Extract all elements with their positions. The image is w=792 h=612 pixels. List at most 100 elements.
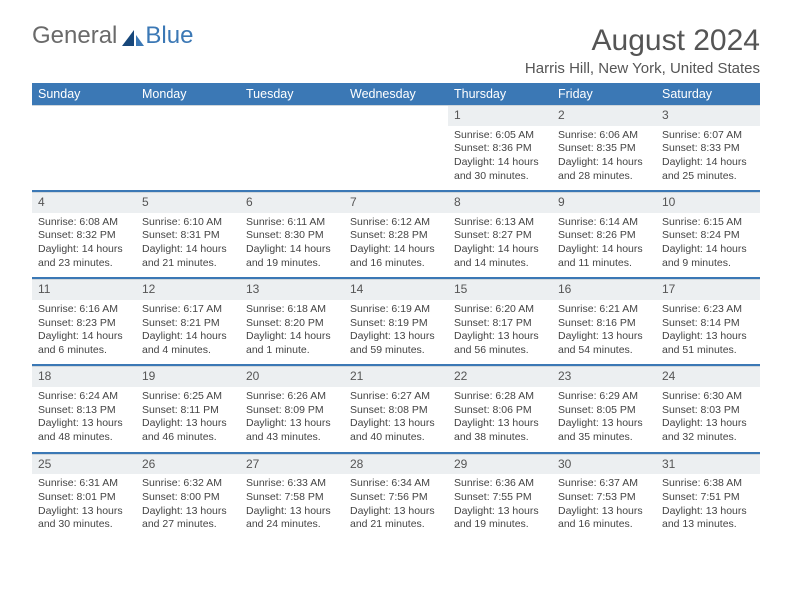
daylight-text: Daylight: 13 hours and 24 minutes.	[246, 505, 338, 532]
sunset-text: Sunset: 8:28 PM	[350, 229, 442, 243]
sunrise-text: Sunrise: 6:16 AM	[38, 303, 130, 317]
day-detail-cell: Sunrise: 6:18 AMSunset: 8:20 PMDaylight:…	[240, 300, 344, 366]
sunset-text: Sunset: 7:53 PM	[558, 491, 650, 505]
sunrise-text: Sunrise: 6:34 AM	[350, 477, 442, 491]
day-detail-cell: Sunrise: 6:13 AMSunset: 8:27 PMDaylight:…	[448, 213, 552, 279]
day-number-cell: 25	[32, 454, 136, 474]
day-detail-cell	[136, 126, 240, 192]
sunset-text: Sunset: 8:20 PM	[246, 317, 338, 331]
sunrise-text: Sunrise: 6:05 AM	[454, 129, 546, 143]
daylight-text: Daylight: 14 hours and 1 minute.	[246, 330, 338, 357]
sunrise-text: Sunrise: 6:08 AM	[38, 216, 130, 230]
day-number-cell: 17	[656, 280, 760, 300]
sunset-text: Sunset: 8:30 PM	[246, 229, 338, 243]
sunrise-text: Sunrise: 6:11 AM	[246, 216, 338, 230]
day-detail-cell: Sunrise: 6:17 AMSunset: 8:21 PMDaylight:…	[136, 300, 240, 366]
sunset-text: Sunset: 8:03 PM	[662, 404, 754, 418]
day-number-cell: 16	[552, 280, 656, 300]
calendar-table: Sunday Monday Tuesday Wednesday Thursday…	[32, 83, 760, 539]
day-name: Friday	[552, 83, 656, 106]
sunset-text: Sunset: 8:11 PM	[142, 404, 234, 418]
day-number-cell: 22	[448, 367, 552, 387]
day-number-cell: 13	[240, 280, 344, 300]
sunset-text: Sunset: 8:01 PM	[38, 491, 130, 505]
sunset-text: Sunset: 8:31 PM	[142, 229, 234, 243]
day-detail-cell: Sunrise: 6:08 AMSunset: 8:32 PMDaylight:…	[32, 213, 136, 279]
day-detail-cell: Sunrise: 6:20 AMSunset: 8:17 PMDaylight:…	[448, 300, 552, 366]
daylight-text: Daylight: 13 hours and 46 minutes.	[142, 417, 234, 444]
sunset-text: Sunset: 8:36 PM	[454, 142, 546, 156]
day-number-cell	[136, 106, 240, 126]
day-number-cell: 1	[448, 106, 552, 126]
day-number-row: 25262728293031	[32, 454, 760, 474]
day-detail-cell: Sunrise: 6:11 AMSunset: 8:30 PMDaylight:…	[240, 213, 344, 279]
daylight-text: Daylight: 14 hours and 11 minutes.	[558, 243, 650, 270]
day-number-cell: 9	[552, 193, 656, 213]
sunset-text: Sunset: 8:00 PM	[142, 491, 234, 505]
sunrise-text: Sunrise: 6:17 AM	[142, 303, 234, 317]
sunrise-text: Sunrise: 6:07 AM	[662, 129, 754, 143]
day-number-row: 18192021222324	[32, 367, 760, 387]
sunset-text: Sunset: 8:24 PM	[662, 229, 754, 243]
day-number-cell	[344, 106, 448, 126]
day-number-cell: 18	[32, 367, 136, 387]
brand-logo: General Blue	[32, 24, 193, 48]
sunrise-text: Sunrise: 6:15 AM	[662, 216, 754, 230]
daylight-text: Daylight: 13 hours and 35 minutes.	[558, 417, 650, 444]
daylight-text: Daylight: 13 hours and 40 minutes.	[350, 417, 442, 444]
day-detail-cell: Sunrise: 6:27 AMSunset: 8:08 PMDaylight:…	[344, 387, 448, 453]
day-detail-cell: Sunrise: 6:37 AMSunset: 7:53 PMDaylight:…	[552, 474, 656, 539]
brand-word-1: General	[32, 24, 117, 48]
day-number-cell	[32, 106, 136, 126]
day-detail-cell: Sunrise: 6:06 AMSunset: 8:35 PMDaylight:…	[552, 126, 656, 192]
day-number-cell: 8	[448, 193, 552, 213]
day-detail-cell: Sunrise: 6:10 AMSunset: 8:31 PMDaylight:…	[136, 213, 240, 279]
daylight-text: Daylight: 13 hours and 51 minutes.	[662, 330, 754, 357]
sunrise-text: Sunrise: 6:12 AM	[350, 216, 442, 230]
daylight-text: Daylight: 13 hours and 32 minutes.	[662, 417, 754, 444]
sunrise-text: Sunrise: 6:20 AM	[454, 303, 546, 317]
day-detail-cell: Sunrise: 6:25 AMSunset: 8:11 PMDaylight:…	[136, 387, 240, 453]
sunset-text: Sunset: 8:17 PM	[454, 317, 546, 331]
day-number-cell	[240, 106, 344, 126]
sunset-text: Sunset: 8:16 PM	[558, 317, 650, 331]
day-detail-cell: Sunrise: 6:38 AMSunset: 7:51 PMDaylight:…	[656, 474, 760, 539]
daylight-text: Daylight: 14 hours and 9 minutes.	[662, 243, 754, 270]
sunrise-text: Sunrise: 6:33 AM	[246, 477, 338, 491]
day-name: Tuesday	[240, 83, 344, 106]
sunset-text: Sunset: 8:35 PM	[558, 142, 650, 156]
day-detail-cell: Sunrise: 6:15 AMSunset: 8:24 PMDaylight:…	[656, 213, 760, 279]
sunset-text: Sunset: 8:27 PM	[454, 229, 546, 243]
day-detail-cell	[32, 126, 136, 192]
day-detail-cell: Sunrise: 6:23 AMSunset: 8:14 PMDaylight:…	[656, 300, 760, 366]
sunset-text: Sunset: 7:58 PM	[246, 491, 338, 505]
day-detail-cell: Sunrise: 6:26 AMSunset: 8:09 PMDaylight:…	[240, 387, 344, 453]
day-number-row: 11121314151617	[32, 280, 760, 300]
daylight-text: Daylight: 13 hours and 38 minutes.	[454, 417, 546, 444]
sunrise-text: Sunrise: 6:23 AM	[662, 303, 754, 317]
daylight-text: Daylight: 14 hours and 4 minutes.	[142, 330, 234, 357]
sunrise-text: Sunrise: 6:38 AM	[662, 477, 754, 491]
day-detail-cell: Sunrise: 6:16 AMSunset: 8:23 PMDaylight:…	[32, 300, 136, 366]
day-number-cell: 19	[136, 367, 240, 387]
day-number-cell: 11	[32, 280, 136, 300]
day-number-cell: 15	[448, 280, 552, 300]
daylight-text: Daylight: 14 hours and 28 minutes.	[558, 156, 650, 183]
sunset-text: Sunset: 8:19 PM	[350, 317, 442, 331]
day-name-row: Sunday Monday Tuesday Wednesday Thursday…	[32, 83, 760, 106]
daylight-text: Daylight: 13 hours and 27 minutes.	[142, 505, 234, 532]
sunrise-text: Sunrise: 6:18 AM	[246, 303, 338, 317]
sail-icon	[121, 28, 145, 48]
day-detail-cell: Sunrise: 6:24 AMSunset: 8:13 PMDaylight:…	[32, 387, 136, 453]
day-detail-cell: Sunrise: 6:31 AMSunset: 8:01 PMDaylight:…	[32, 474, 136, 539]
sunrise-text: Sunrise: 6:27 AM	[350, 390, 442, 404]
day-detail-cell: Sunrise: 6:36 AMSunset: 7:55 PMDaylight:…	[448, 474, 552, 539]
header: General Blue August 2024 Harris Hill, Ne…	[32, 24, 760, 77]
day-detail-cell: Sunrise: 6:30 AMSunset: 8:03 PMDaylight:…	[656, 387, 760, 453]
sunset-text: Sunset: 8:21 PM	[142, 317, 234, 331]
day-detail-cell: Sunrise: 6:19 AMSunset: 8:19 PMDaylight:…	[344, 300, 448, 366]
sunrise-text: Sunrise: 6:21 AM	[558, 303, 650, 317]
day-number-cell: 12	[136, 280, 240, 300]
daylight-text: Daylight: 13 hours and 59 minutes.	[350, 330, 442, 357]
day-number-row: 123	[32, 106, 760, 126]
